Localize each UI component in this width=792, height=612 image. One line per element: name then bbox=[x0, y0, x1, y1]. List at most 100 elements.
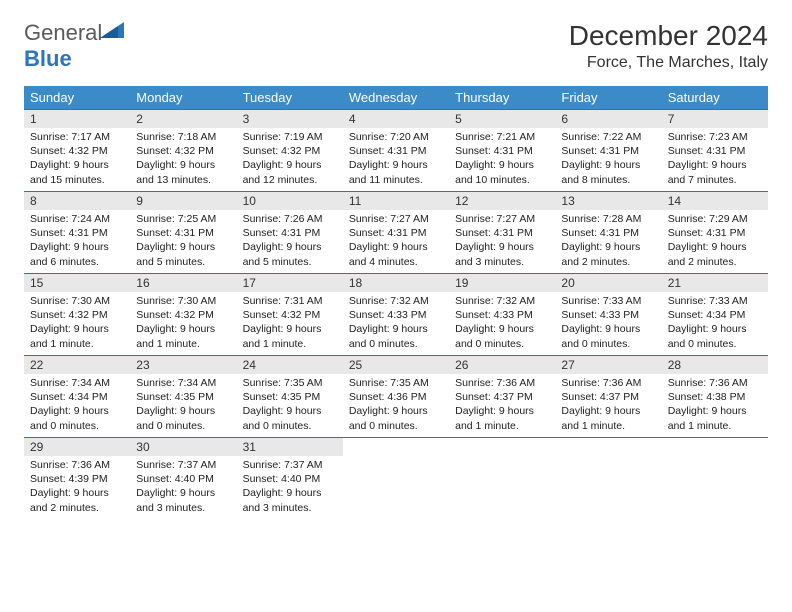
sunrise-line: Sunrise: 7:19 AM bbox=[243, 130, 337, 144]
day-number: 28 bbox=[662, 356, 768, 374]
sunrise-line: Sunrise: 7:35 AM bbox=[349, 376, 443, 390]
day-cell: 20Sunrise: 7:33 AMSunset: 4:33 PMDayligh… bbox=[555, 274, 661, 356]
day-cell: 18Sunrise: 7:32 AMSunset: 4:33 PMDayligh… bbox=[343, 274, 449, 356]
daylight-line: Daylight: 9 hours and 15 minutes. bbox=[30, 158, 124, 186]
day-number: 14 bbox=[662, 192, 768, 210]
sunrise-line: Sunrise: 7:31 AM bbox=[243, 294, 337, 308]
day-body: Sunrise: 7:18 AMSunset: 4:32 PMDaylight:… bbox=[130, 128, 236, 191]
day-number: 15 bbox=[24, 274, 130, 292]
sunset-line: Sunset: 4:32 PM bbox=[136, 308, 230, 322]
sunrise-line: Sunrise: 7:33 AM bbox=[561, 294, 655, 308]
sunset-line: Sunset: 4:38 PM bbox=[668, 390, 762, 404]
sunrise-line: Sunrise: 7:28 AM bbox=[561, 212, 655, 226]
sunset-line: Sunset: 4:37 PM bbox=[455, 390, 549, 404]
day-body: Sunrise: 7:30 AMSunset: 4:32 PMDaylight:… bbox=[24, 292, 130, 355]
day-number: 10 bbox=[237, 192, 343, 210]
daylight-line: Daylight: 9 hours and 1 minute. bbox=[243, 322, 337, 350]
day-cell: 7Sunrise: 7:23 AMSunset: 4:31 PMDaylight… bbox=[662, 110, 768, 192]
sunrise-line: Sunrise: 7:36 AM bbox=[561, 376, 655, 390]
sunrise-line: Sunrise: 7:32 AM bbox=[349, 294, 443, 308]
day-number: 8 bbox=[24, 192, 130, 210]
daylight-line: Daylight: 9 hours and 7 minutes. bbox=[668, 158, 762, 186]
logo-word-blue: Blue bbox=[24, 46, 72, 71]
day-body: Sunrise: 7:25 AMSunset: 4:31 PMDaylight:… bbox=[130, 210, 236, 273]
sunrise-line: Sunrise: 7:25 AM bbox=[136, 212, 230, 226]
sunset-line: Sunset: 4:32 PM bbox=[30, 308, 124, 322]
sunset-line: Sunset: 4:31 PM bbox=[455, 226, 549, 240]
day-body: Sunrise: 7:17 AMSunset: 4:32 PMDaylight:… bbox=[24, 128, 130, 191]
day-cell: 28Sunrise: 7:36 AMSunset: 4:38 PMDayligh… bbox=[662, 356, 768, 438]
sunrise-line: Sunrise: 7:34 AM bbox=[30, 376, 124, 390]
calendar-body: 1Sunrise: 7:17 AMSunset: 4:32 PMDaylight… bbox=[24, 110, 768, 520]
location: Force, The Marches, Italy bbox=[569, 54, 768, 72]
logo: General Blue bbox=[24, 20, 128, 72]
day-number: 26 bbox=[449, 356, 555, 374]
sunset-line: Sunset: 4:33 PM bbox=[455, 308, 549, 322]
day-body: Sunrise: 7:32 AMSunset: 4:33 PMDaylight:… bbox=[449, 292, 555, 355]
sunset-line: Sunset: 4:40 PM bbox=[136, 472, 230, 486]
daylight-line: Daylight: 9 hours and 0 minutes. bbox=[30, 404, 124, 432]
sunset-line: Sunset: 4:32 PM bbox=[136, 144, 230, 158]
day-cell: 12Sunrise: 7:27 AMSunset: 4:31 PMDayligh… bbox=[449, 192, 555, 274]
day-body: Sunrise: 7:26 AMSunset: 4:31 PMDaylight:… bbox=[237, 210, 343, 273]
day-number: 2 bbox=[130, 110, 236, 128]
sunrise-line: Sunrise: 7:27 AM bbox=[349, 212, 443, 226]
sunrise-line: Sunrise: 7:22 AM bbox=[561, 130, 655, 144]
daylight-line: Daylight: 9 hours and 1 minute. bbox=[136, 322, 230, 350]
day-body: Sunrise: 7:34 AMSunset: 4:35 PMDaylight:… bbox=[130, 374, 236, 437]
title-block: December 2024 Force, The Marches, Italy bbox=[569, 20, 768, 72]
day-body: Sunrise: 7:36 AMSunset: 4:37 PMDaylight:… bbox=[555, 374, 661, 437]
day-number: 27 bbox=[555, 356, 661, 374]
day-number: 23 bbox=[130, 356, 236, 374]
weekday-header: Tuesday bbox=[237, 86, 343, 110]
day-cell: 25Sunrise: 7:35 AMSunset: 4:36 PMDayligh… bbox=[343, 356, 449, 438]
day-cell: 22Sunrise: 7:34 AMSunset: 4:34 PMDayligh… bbox=[24, 356, 130, 438]
sunrise-line: Sunrise: 7:32 AM bbox=[455, 294, 549, 308]
sunrise-line: Sunrise: 7:26 AM bbox=[243, 212, 337, 226]
sunrise-line: Sunrise: 7:34 AM bbox=[136, 376, 230, 390]
day-body: Sunrise: 7:21 AMSunset: 4:31 PMDaylight:… bbox=[449, 128, 555, 191]
daylight-line: Daylight: 9 hours and 0 minutes. bbox=[349, 404, 443, 432]
day-number: 1 bbox=[24, 110, 130, 128]
sunset-line: Sunset: 4:31 PM bbox=[561, 144, 655, 158]
sunrise-line: Sunrise: 7:20 AM bbox=[349, 130, 443, 144]
daylight-line: Daylight: 9 hours and 3 minutes. bbox=[455, 240, 549, 268]
day-number: 16 bbox=[130, 274, 236, 292]
sunset-line: Sunset: 4:31 PM bbox=[243, 226, 337, 240]
day-cell: 31Sunrise: 7:37 AMSunset: 4:40 PMDayligh… bbox=[237, 438, 343, 520]
day-cell: 29Sunrise: 7:36 AMSunset: 4:39 PMDayligh… bbox=[24, 438, 130, 520]
day-cell: 27Sunrise: 7:36 AMSunset: 4:37 PMDayligh… bbox=[555, 356, 661, 438]
day-number: 30 bbox=[130, 438, 236, 456]
sunset-line: Sunset: 4:35 PM bbox=[136, 390, 230, 404]
day-body: Sunrise: 7:27 AMSunset: 4:31 PMDaylight:… bbox=[343, 210, 449, 273]
sunset-line: Sunset: 4:31 PM bbox=[349, 144, 443, 158]
day-body: Sunrise: 7:35 AMSunset: 4:35 PMDaylight:… bbox=[237, 374, 343, 437]
weekday-header: Thursday bbox=[449, 86, 555, 110]
sunset-line: Sunset: 4:33 PM bbox=[349, 308, 443, 322]
daylight-line: Daylight: 9 hours and 11 minutes. bbox=[349, 158, 443, 186]
day-body: Sunrise: 7:36 AMSunset: 4:39 PMDaylight:… bbox=[24, 456, 130, 519]
daylight-line: Daylight: 9 hours and 0 minutes. bbox=[668, 322, 762, 350]
day-cell: 6Sunrise: 7:22 AMSunset: 4:31 PMDaylight… bbox=[555, 110, 661, 192]
sunrise-line: Sunrise: 7:37 AM bbox=[243, 458, 337, 472]
daylight-line: Daylight: 9 hours and 1 minute. bbox=[455, 404, 549, 432]
day-body: Sunrise: 7:31 AMSunset: 4:32 PMDaylight:… bbox=[237, 292, 343, 355]
calendar-row: 1Sunrise: 7:17 AMSunset: 4:32 PMDaylight… bbox=[24, 110, 768, 192]
sunrise-line: Sunrise: 7:37 AM bbox=[136, 458, 230, 472]
daylight-line: Daylight: 9 hours and 0 minutes. bbox=[561, 322, 655, 350]
weekday-header: Sunday bbox=[24, 86, 130, 110]
weekday-header: Wednesday bbox=[343, 86, 449, 110]
sunset-line: Sunset: 4:36 PM bbox=[349, 390, 443, 404]
day-body: Sunrise: 7:37 AMSunset: 4:40 PMDaylight:… bbox=[237, 456, 343, 519]
day-cell: 11Sunrise: 7:27 AMSunset: 4:31 PMDayligh… bbox=[343, 192, 449, 274]
day-number: 20 bbox=[555, 274, 661, 292]
day-body: Sunrise: 7:29 AMSunset: 4:31 PMDaylight:… bbox=[662, 210, 768, 273]
daylight-line: Daylight: 9 hours and 3 minutes. bbox=[136, 486, 230, 514]
sunrise-line: Sunrise: 7:36 AM bbox=[668, 376, 762, 390]
empty-cell bbox=[555, 438, 661, 520]
sunset-line: Sunset: 4:32 PM bbox=[243, 308, 337, 322]
day-body: Sunrise: 7:37 AMSunset: 4:40 PMDaylight:… bbox=[130, 456, 236, 519]
sunset-line: Sunset: 4:31 PM bbox=[349, 226, 443, 240]
day-cell: 15Sunrise: 7:30 AMSunset: 4:32 PMDayligh… bbox=[24, 274, 130, 356]
day-body: Sunrise: 7:36 AMSunset: 4:37 PMDaylight:… bbox=[449, 374, 555, 437]
